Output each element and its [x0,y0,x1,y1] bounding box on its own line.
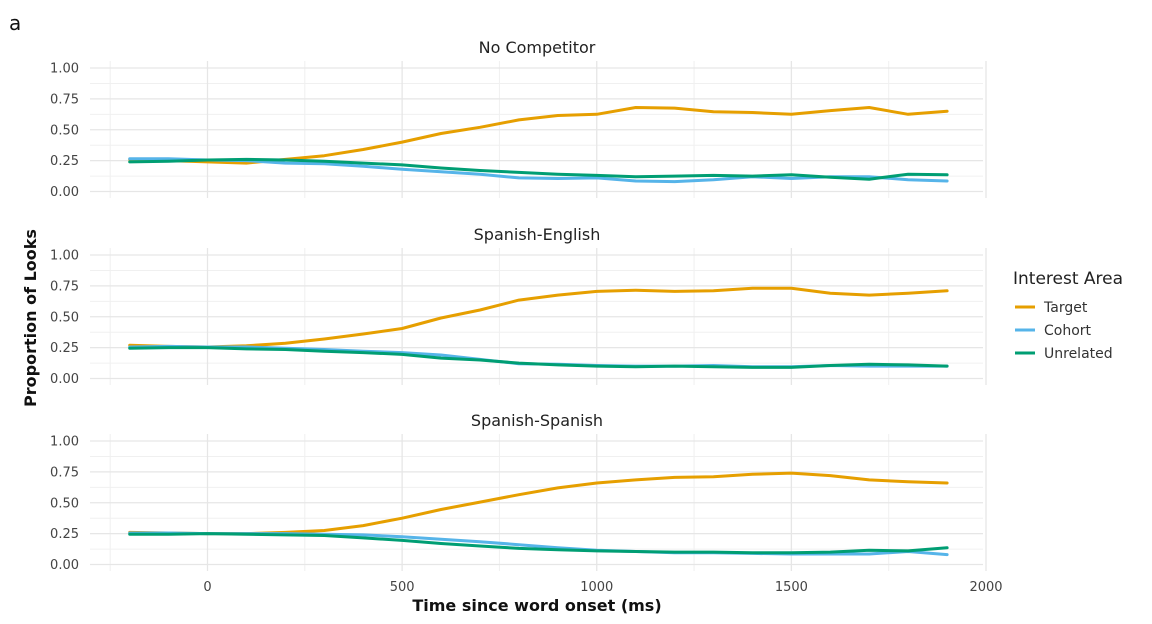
x-tick-label: 500 [390,580,415,595]
y-tick-label: 0.25 [50,527,79,542]
y-tick-label: 1.00 [50,249,79,264]
y-tick-label: 1.00 [50,435,79,450]
legend: Interest Area Target Cohort Unrelated [1013,269,1123,362]
x-axis-title: Time since word onset (ms) [412,596,661,615]
series-line-unrelated [128,532,949,555]
panel-2: Spanish-Spanish 0.00 0.25 0.50 0.75 1.00 0 500 1… [50,411,1003,595]
figure-tag: a [9,11,21,35]
legend-label: Unrelated [1044,346,1113,362]
x-tick-label: 1000 [580,580,613,595]
x-tick-label: 1500 [775,580,808,595]
y-tick-label: 0.75 [50,92,79,107]
legend-title: Interest Area [1013,269,1123,289]
y-tick-label: 0.00 [50,185,79,200]
y-tick-label: 0.00 [50,558,79,573]
series-line-target [128,106,949,165]
y-tick-label: 0.25 [50,341,79,356]
series-line-target [128,286,949,349]
y-tick-label: 0.75 [50,465,79,480]
y-tick-label: 0.75 [50,279,79,294]
panel-title: No Competitor [479,38,596,57]
panel-title: Spanish-Spanish [471,411,603,430]
panel-title: Spanish-English [474,225,601,244]
y-tick-label: 0.50 [50,123,79,138]
legend-label: Target [1043,300,1088,316]
y-axis-title: Proportion of Looks [21,229,40,407]
y-tick-label: 0.25 [50,154,79,169]
y-tick-label: 0.00 [50,372,79,387]
x-tick-label: 0 [203,580,211,595]
panels: No Competitor0.000.250.500.751.00Spanish… [50,38,1003,595]
x-tick-label: 2000 [969,580,1002,595]
y-tick-label: 1.00 [50,62,79,77]
legend-label: Cohort [1044,323,1092,339]
panel-0: No Competitor 0.00 0.25 0.50 0.75 1.00 [50,38,987,200]
y-tick-label: 0.50 [50,496,79,511]
y-tick-label: 0.50 [50,310,79,325]
series-line-unrelated [128,157,949,181]
panel-1: Spanish-English 0.00 0.25 0.50 0.75 1.00 [50,225,987,387]
series-line-unrelated [128,346,949,369]
series-line-cohort [128,157,949,184]
